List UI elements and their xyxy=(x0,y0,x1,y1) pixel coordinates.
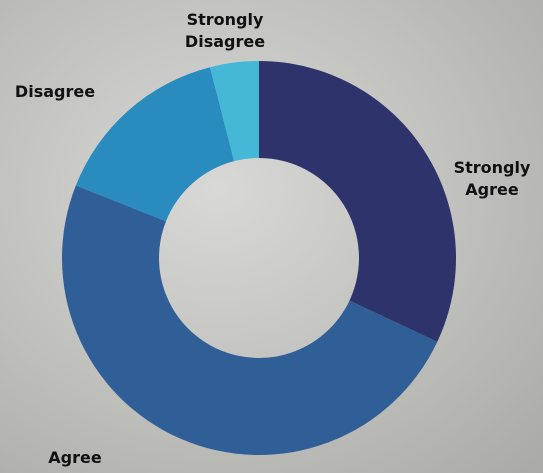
slice-label: Strongly Agree xyxy=(453,158,531,199)
donut-slice xyxy=(210,61,259,162)
slice-label: Disagree xyxy=(14,82,96,101)
donut-slice xyxy=(62,185,438,455)
slice-label: Agree xyxy=(48,448,102,467)
slice-label: Strongly Disagree xyxy=(184,10,266,51)
donut-slice xyxy=(75,67,235,222)
donut-slice xyxy=(259,61,456,342)
